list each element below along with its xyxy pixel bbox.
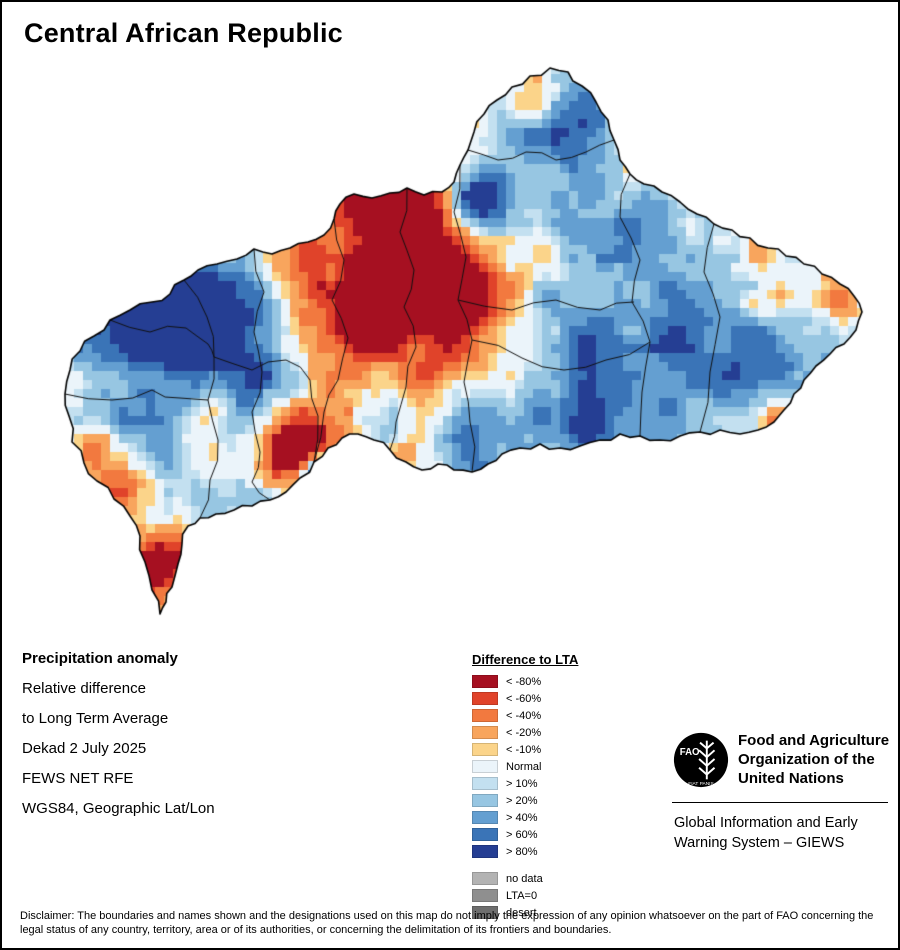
legend-label: desert	[506, 906, 537, 919]
fao-logo-letters: FAO	[680, 747, 700, 758]
fao-logo: FAO FIAT PANIS	[673, 732, 729, 787]
legend-swatch	[472, 743, 498, 756]
legend-swatch	[472, 692, 498, 705]
legend-swatch	[472, 889, 498, 902]
info-line: Relative difference	[22, 680, 146, 697]
legend-swatch	[472, 794, 498, 807]
legend-label: > 40%	[506, 811, 538, 824]
legend-item: > 80%	[472, 843, 578, 860]
giews-line: Global Information and Early	[674, 815, 858, 831]
info-line: WGS84, Geographic Lat/Lon	[22, 800, 215, 817]
legend-label: < -20%	[506, 726, 542, 739]
page-title: Central African Republic	[24, 18, 343, 48]
legend-item: < -20%	[472, 724, 578, 741]
legend-swatch	[472, 760, 498, 773]
legend-item: < -10%	[472, 741, 578, 758]
legend-swatch	[472, 828, 498, 841]
legend-label: > 80%	[506, 845, 538, 858]
wheat-ear-icon	[698, 741, 716, 776]
legend-item: no data	[472, 870, 578, 887]
legend-item: Normal	[472, 758, 578, 775]
legend-label: < -80%	[506, 675, 542, 688]
legend-title: Difference to LTA	[472, 652, 579, 667]
legend-label: Normal	[506, 760, 542, 773]
legend-label: > 60%	[506, 828, 538, 841]
fao-logo-motto: FIAT PANIS	[688, 781, 714, 787]
giews-label: Global Information and Early Warning Sys…	[674, 813, 858, 853]
legend-label: < -60%	[506, 692, 542, 705]
legend-label: < -10%	[506, 743, 542, 756]
legend-label: no data	[506, 872, 543, 885]
fao-block: FAO FIAT PANIS Food and Agriculture Orga…	[672, 729, 890, 869]
legend-item: > 10%	[472, 775, 578, 792]
legend-label: < -40%	[506, 709, 542, 722]
fao-org-name: Food and Agriculture Organization of the…	[738, 731, 889, 788]
fao-org-line: Organization of the	[738, 751, 875, 768]
legend-swatch	[472, 872, 498, 885]
legend-label: > 10%	[506, 777, 538, 790]
giews-line: Warning System – GIEWS	[674, 835, 845, 851]
info-heading: Precipitation anomaly	[22, 650, 178, 667]
info-line: Dekad 2 July 2025	[22, 740, 147, 757]
legend-swatch	[472, 845, 498, 858]
map-info-block: Precipitation anomaly Relative differenc…	[22, 650, 215, 830]
legend-item: > 20%	[472, 792, 578, 809]
legend-label: > 20%	[506, 794, 538, 807]
legend-swatch	[472, 709, 498, 722]
precipitation-anomaly-map	[2, 2, 898, 642]
legend-item: < -60%	[472, 690, 578, 707]
info-line: FEWS NET RFE	[22, 770, 134, 787]
fao-org-line: Food and Agriculture	[738, 732, 890, 749]
legend-item: LTA=0	[472, 887, 578, 904]
legend-item: > 60%	[472, 826, 578, 843]
legend-swatch	[472, 811, 498, 824]
disclaimer-text: Disclaimer: The boundaries and names sho…	[20, 910, 874, 936]
info-line: to Long Term Average	[22, 710, 169, 727]
legend-label: LTA=0	[506, 889, 538, 902]
legend-item: desert	[472, 904, 578, 921]
divider	[672, 802, 888, 803]
legend-swatch	[472, 906, 498, 919]
fao-org-line: United Nations	[738, 770, 844, 787]
legend-item: > 40%	[472, 809, 578, 826]
legend: Difference to LTA < -80% < -60% < -40% <…	[472, 652, 578, 921]
legend-item: < -40%	[472, 707, 578, 724]
legend-swatch	[472, 726, 498, 739]
legend-swatch	[472, 675, 498, 688]
legend-specials: no data LTA=0 desert	[472, 870, 578, 921]
legend-item: < -80%	[472, 673, 578, 690]
legend-swatch	[472, 777, 498, 790]
